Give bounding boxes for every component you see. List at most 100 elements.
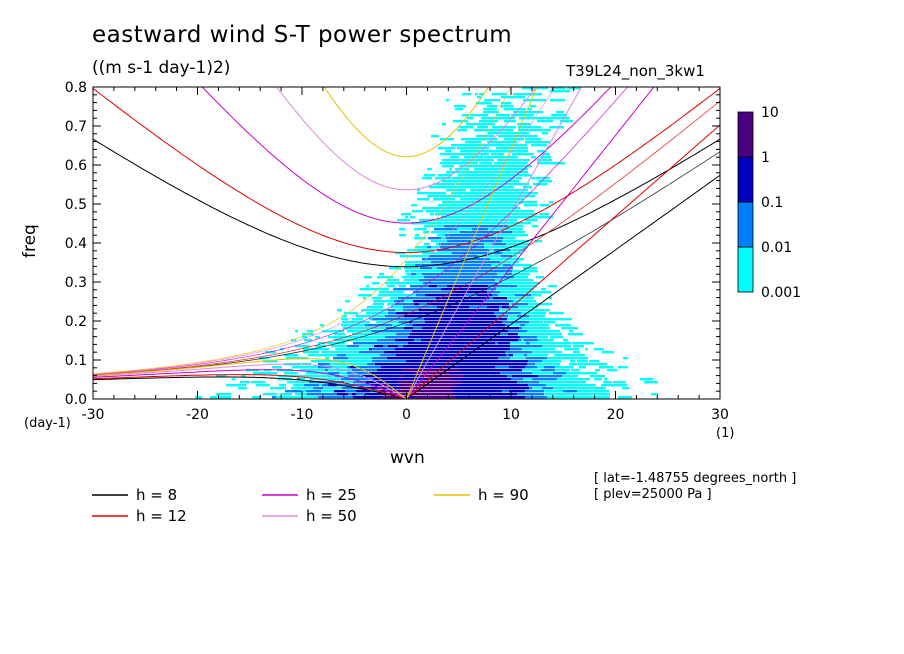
spectrum-cell bbox=[458, 180, 465, 183]
spectrum-cell bbox=[542, 387, 553, 390]
spectrum-cell bbox=[499, 234, 511, 237]
spectrum-cell bbox=[405, 324, 413, 327]
spectrum-cell bbox=[432, 279, 439, 282]
mixed-rossby-gravity-curve bbox=[93, 87, 629, 375]
spectrum-cell bbox=[479, 312, 486, 315]
spectrum-cell bbox=[455, 234, 467, 237]
spectrum-cell bbox=[369, 315, 385, 318]
spectrum-cell bbox=[484, 279, 489, 282]
spectrum-cell bbox=[486, 177, 494, 180]
spectrum-cell bbox=[357, 384, 364, 387]
spectrum-cell bbox=[417, 192, 433, 195]
spectrum-cell bbox=[514, 276, 528, 279]
spectrum-cell bbox=[413, 324, 422, 327]
spectrum-cell bbox=[460, 198, 467, 201]
spectrum-cell bbox=[482, 201, 490, 204]
spectrum-cell bbox=[366, 339, 377, 342]
spectrum-cell bbox=[359, 345, 362, 348]
spectrum-cell bbox=[470, 144, 484, 147]
spectrum-cell bbox=[442, 303, 449, 306]
spectrum-cell bbox=[404, 315, 420, 318]
spectrum-cell bbox=[462, 93, 471, 96]
spectrum-cell bbox=[450, 255, 456, 258]
spectrum-cell bbox=[492, 165, 505, 168]
spectrum-cell bbox=[571, 396, 585, 399]
spectrum-cell bbox=[511, 369, 522, 372]
spectrum-cell bbox=[411, 204, 417, 207]
spectrum-cell bbox=[403, 309, 419, 312]
spectrum-cell bbox=[338, 396, 353, 399]
spectrum-cell bbox=[347, 330, 357, 333]
spectrum-cell bbox=[494, 162, 498, 165]
spectrum-cell bbox=[474, 219, 480, 222]
spectrum-cell bbox=[314, 351, 319, 354]
spectrum-cell bbox=[468, 312, 479, 315]
spectrum-cell bbox=[510, 357, 526, 360]
spectrum-cell bbox=[539, 213, 549, 216]
spectrum-cell bbox=[441, 363, 457, 366]
spectrum-cell bbox=[472, 246, 478, 249]
spectrum-cell bbox=[479, 168, 487, 171]
spectrum-cell bbox=[425, 387, 436, 390]
spectrum-cell bbox=[474, 252, 487, 255]
spectrum-cell bbox=[276, 396, 290, 399]
kelvin-wave-curve bbox=[406, 87, 582, 399]
spectrum-cell bbox=[428, 312, 442, 315]
spectrum-cell bbox=[455, 348, 461, 351]
spectrum-cell bbox=[454, 204, 470, 207]
spectrum-cell bbox=[556, 117, 570, 120]
spectrum-cell bbox=[447, 396, 456, 399]
spectrum-cell bbox=[513, 192, 522, 195]
spectrum-cell bbox=[573, 378, 584, 381]
spectrum-cell bbox=[549, 366, 555, 369]
spectrum-cell bbox=[418, 381, 423, 384]
spectrum-cell bbox=[421, 249, 435, 252]
spectrum-cell bbox=[512, 270, 521, 273]
spectrum-cell bbox=[454, 258, 457, 261]
spectrum-cell bbox=[510, 348, 516, 351]
spectrum-cell bbox=[506, 162, 521, 165]
spectrum-cell bbox=[508, 309, 520, 312]
spectrum-cell bbox=[528, 348, 531, 351]
spectrum-cell bbox=[442, 123, 446, 126]
spectrum-cell bbox=[435, 177, 448, 180]
spectrum-cell bbox=[488, 195, 497, 198]
spectrum-cell bbox=[563, 339, 568, 342]
spectrum-cell bbox=[481, 117, 495, 120]
spectrum-cell bbox=[437, 306, 442, 309]
spectrum-cell bbox=[467, 177, 479, 180]
spectrum-cell bbox=[424, 225, 435, 228]
spectrum-cell bbox=[272, 396, 276, 399]
spectrum-cell bbox=[406, 273, 411, 276]
spectrum-cell bbox=[446, 276, 459, 279]
spectrum-cell bbox=[532, 372, 539, 375]
spectrum-cell bbox=[438, 183, 447, 186]
spectrum-cell bbox=[436, 324, 452, 327]
spectrum-cell bbox=[501, 96, 511, 99]
spectrum-cell bbox=[577, 390, 582, 393]
spectrum-cell bbox=[356, 315, 369, 318]
spectrum-cell bbox=[399, 321, 402, 324]
spectrum-cell bbox=[420, 375, 432, 378]
spectrum-cell bbox=[360, 288, 371, 291]
spectrum-cell bbox=[524, 222, 531, 225]
spectrum-cell bbox=[489, 174, 493, 177]
spectrum-cell bbox=[503, 339, 518, 342]
spectrum-cell bbox=[479, 276, 492, 279]
spectrum-cell bbox=[481, 360, 485, 363]
x-tick-label: -30 bbox=[82, 407, 105, 423]
spectrum-cell bbox=[403, 345, 408, 348]
spectrum-cell bbox=[492, 375, 507, 378]
spectrum-cell bbox=[555, 369, 564, 372]
spectrum-cell bbox=[453, 393, 462, 396]
spectrum-cell bbox=[510, 384, 513, 387]
spectrum-cell bbox=[487, 216, 500, 219]
spectrum-cell bbox=[447, 342, 457, 345]
spectrum-cell bbox=[477, 294, 492, 297]
spectrum-cell bbox=[487, 390, 496, 393]
spectrum-cell bbox=[521, 351, 532, 354]
spectrum-cell bbox=[344, 312, 358, 315]
spectrum-cell bbox=[396, 279, 399, 282]
spectrum-cell bbox=[581, 387, 595, 390]
spectrum-cell bbox=[457, 297, 473, 300]
